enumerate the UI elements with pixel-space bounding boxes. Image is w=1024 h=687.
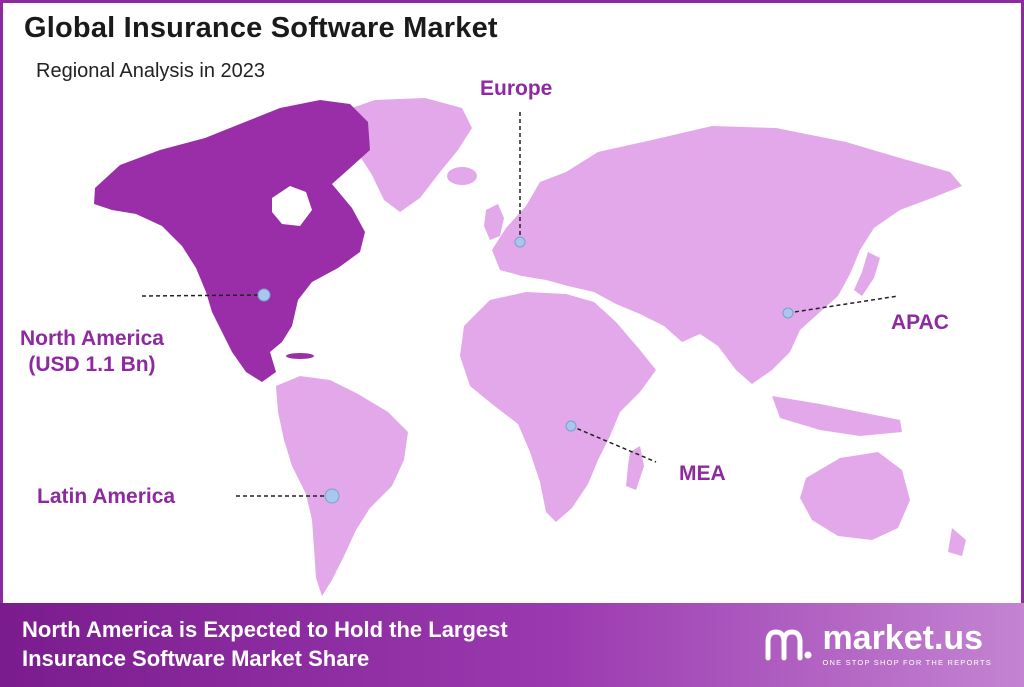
africa-shape [460,292,656,522]
north-america-value: (USD 1.1 Bn) [28,353,156,377]
greenland-shape [340,98,472,212]
north-america-marker [257,288,271,302]
south-america-shape [276,376,408,596]
page-subtitle: Regional Analysis in 2023 [36,60,266,82]
apac-name: APAC [891,311,949,334]
europe-label: Europe [480,76,552,102]
latin-america-name: Latin America [37,485,176,508]
australia-shape [800,452,910,540]
north-america-leader-line [141,294,265,297]
southeast-asia-islands-shape [772,396,902,436]
brand-tagline: ONE STOP SHOP FOR THE REPORTS [822,658,992,667]
madagascar-shape [626,446,644,490]
europe-name: Europe [480,77,553,100]
apac-label: APAC [891,310,949,336]
caribbean-island-shape [286,353,314,359]
footer-line-1: North America is Expected to Hold the La… [22,617,508,642]
british-isles-shape [484,204,504,240]
mea-marker [565,420,577,432]
footer-message: North America is Expected to Hold the La… [22,615,508,674]
page-title: Global Insurance Software Market [24,12,498,44]
footer-line-2: Insurance Software Market Share [22,646,370,672]
mea-label: MEA [679,461,726,487]
latin-america-label: Latin America [37,484,175,510]
brand-name: market.us [822,619,984,657]
footer-banner: North America is Expected to Hold the La… [0,603,1024,687]
brand-logo-block: market.us ONE STOP SHOP FOR THE REPORTS [762,621,992,667]
apac-marker [782,307,794,319]
apac-leader-line [787,295,899,314]
hudson-bay-shape [272,186,312,226]
japan-shape [854,252,880,296]
north-america-name: North America [20,327,164,350]
market-us-logo-icon [765,629,812,661]
mea-leader-line [570,425,657,463]
north-america-label: North America (USD 1.1 Bn) [20,326,164,379]
mea-name: MEA [679,462,726,485]
iceland-shape [447,167,477,185]
brand-text: market.us ONE STOP SHOP FOR THE REPORTS [822,621,992,667]
new-zealand-shape [948,528,966,556]
latin-america-marker [324,488,340,504]
north-america-shape [94,100,370,382]
eurasia-shape [492,126,962,384]
europe-marker [514,236,526,248]
